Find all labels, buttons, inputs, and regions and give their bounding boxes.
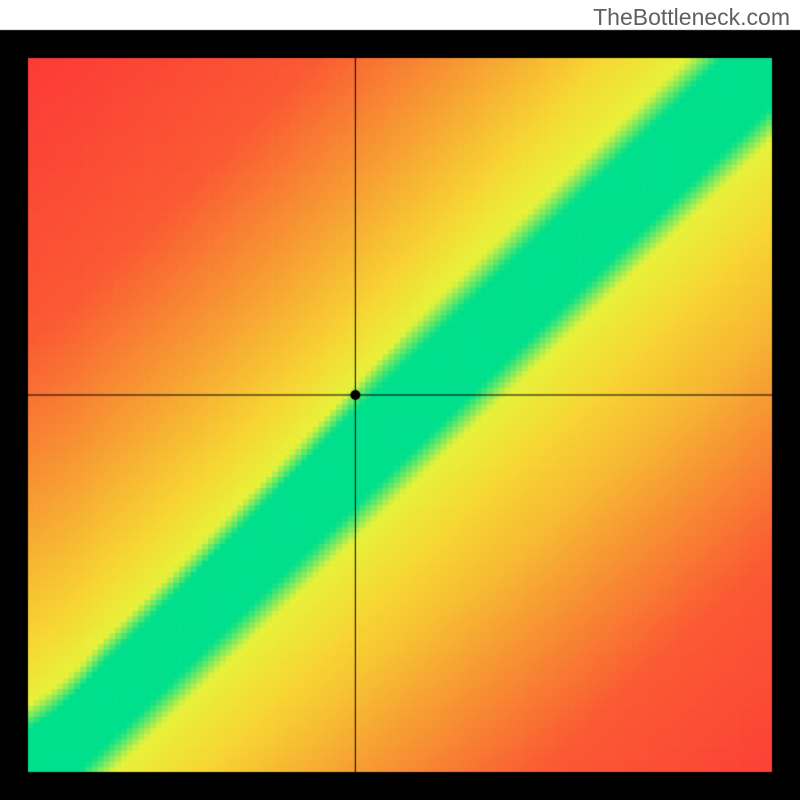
bottleneck-heatmap (0, 0, 800, 800)
watermark-text: TheBottleneck.com (593, 4, 790, 31)
